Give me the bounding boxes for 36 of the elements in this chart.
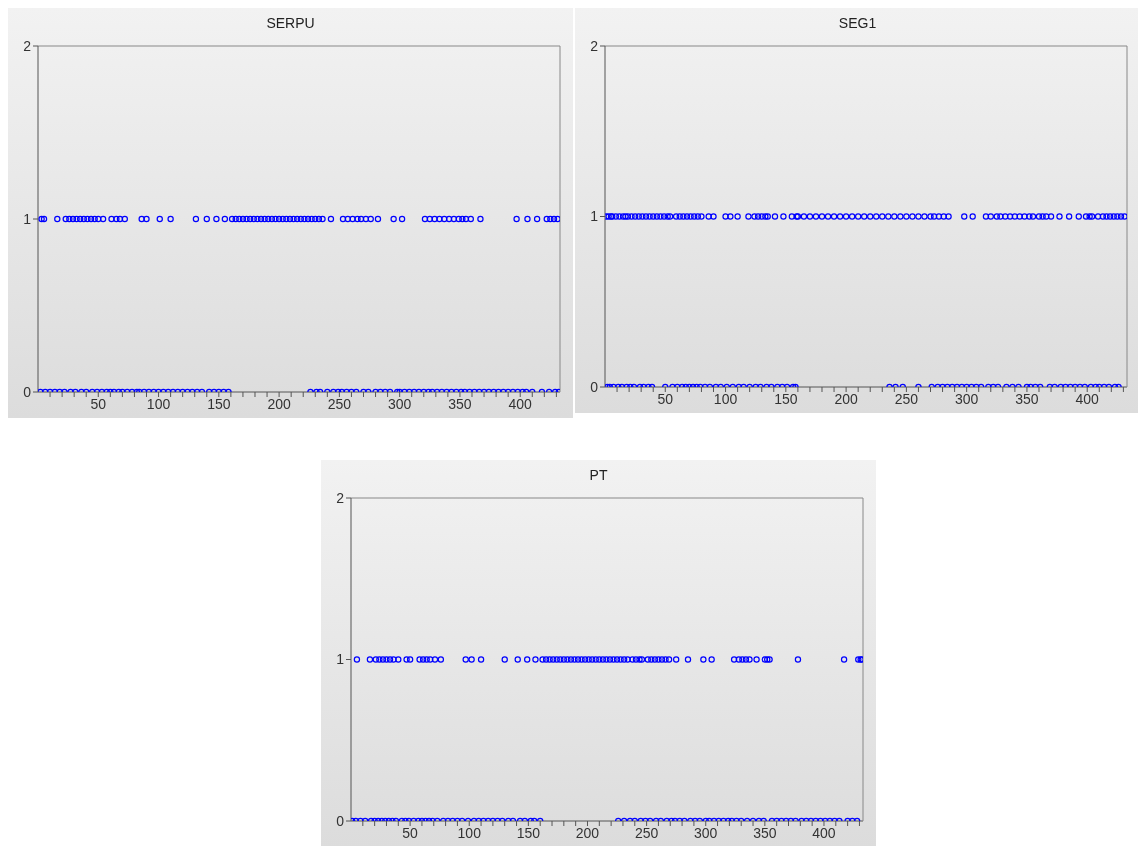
- x-tick-label: 300: [387, 395, 412, 412]
- x-tick-label: 50: [402, 824, 419, 841]
- x-tick-label: 150: [516, 824, 541, 841]
- x-tick-label: 300: [694, 824, 718, 841]
- x-tick-label: 100: [457, 824, 482, 841]
- x-tick-label: 100: [146, 395, 171, 412]
- x-tick-label: 150: [774, 390, 798, 407]
- chart-title: SEG1: [837, 14, 878, 33]
- chart-title: SERPU: [265, 14, 316, 33]
- y-tick-label: 1: [23, 210, 32, 227]
- x-tick-label: 200: [834, 390, 858, 407]
- chart-title: PT: [588, 466, 609, 485]
- x-tick-label: 350: [1015, 390, 1039, 407]
- y-tick-label: 2: [336, 489, 345, 506]
- y-tick-label: 1: [336, 651, 345, 668]
- y-tick-label: 2: [590, 37, 599, 54]
- x-tick-label: 350: [753, 824, 777, 841]
- y-tick-label: 0: [336, 812, 345, 829]
- y-tick-label: 0: [23, 383, 32, 400]
- x-tick-label: 100: [713, 390, 738, 407]
- y-tick-label: 2: [23, 37, 32, 54]
- x-tick-label: 250: [327, 395, 352, 412]
- x-tick-label: 350: [448, 395, 472, 412]
- x-tick-label: 400: [1075, 390, 1100, 407]
- x-tick-label: 200: [575, 824, 600, 841]
- x-tick-label: 300: [954, 390, 979, 407]
- x-tick-label: 50: [657, 390, 674, 407]
- x-tick-label: 400: [508, 395, 533, 412]
- x-tick-label: 200: [267, 395, 291, 412]
- x-tick-label: 400: [812, 824, 836, 841]
- x-tick-label: 250: [894, 390, 919, 407]
- x-tick-label: 250: [634, 824, 659, 841]
- x-tick-label: 150: [207, 395, 231, 412]
- y-tick-label: 0: [590, 378, 599, 395]
- x-tick-label: 50: [90, 395, 107, 412]
- y-tick-label: 1: [590, 208, 599, 225]
